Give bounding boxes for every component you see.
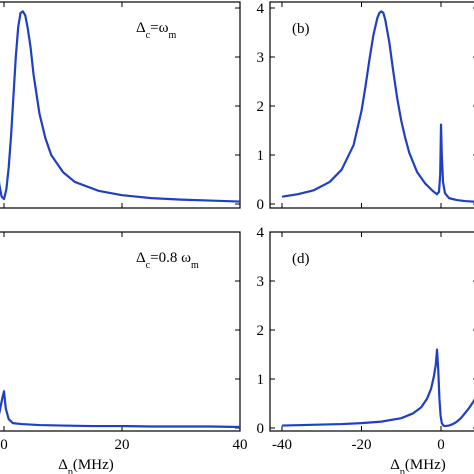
ytick-label-d-4: 4: [257, 225, 265, 241]
frame-c: [0, 231, 241, 432]
ytick-label-d-2: 2: [257, 323, 265, 339]
xlabel-c: Δp(MHz): [58, 457, 113, 474]
xlabel-d: Δp(MHz): [390, 457, 445, 474]
ytick-label-b-0: 0: [257, 197, 265, 213]
annotation-c: Δc=0.8 ωm: [136, 250, 199, 271]
panel-b: 0 1 2 3 4 (b): [257, 1, 474, 213]
panel-c: 0 20 40 Δc=0.8 ωm Δp(MHz): [0, 231, 248, 474]
xtick-label-d--40: -40: [272, 437, 292, 453]
ytick-label-b-1: 1: [257, 148, 265, 164]
xtick-label-c-0: 0: [0, 437, 8, 453]
panel-label-b: (b): [292, 21, 310, 37]
series-line-c-0: [0, 390, 240, 429]
frame-a: [0, 1, 241, 209]
ytick-label-d-1: 1: [257, 372, 265, 388]
ytick-label-b-3: 3: [257, 50, 265, 66]
frame-b: [269, 1, 474, 209]
series-line-d-0: [281, 348, 474, 428]
series-line-b-0: [281, 10, 474, 203]
panel-a: Δc=ωm: [0, 1, 241, 209]
panel-label-d: (d): [292, 251, 310, 267]
xtick-label-d-0: 0: [437, 437, 445, 453]
panel-d: 0 1 2 3 4 -40 -20 0 (d) Δp(MHz): [257, 225, 474, 474]
ytick-label-d-3: 3: [257, 274, 265, 290]
series-line-a-0: [0, 10, 240, 203]
ytick-label-b-4: 4: [257, 1, 265, 17]
annotation-a: Δc=ωm: [136, 20, 176, 41]
ytick-label-d-0: 0: [257, 421, 265, 437]
xtick-label-c-40: 40: [233, 437, 248, 453]
frame-d: [269, 231, 474, 432]
xtick-label-c-20: 20: [115, 437, 130, 453]
xtick-label-d--20: -20: [352, 437, 372, 453]
ytick-label-b-2: 2: [257, 99, 265, 115]
